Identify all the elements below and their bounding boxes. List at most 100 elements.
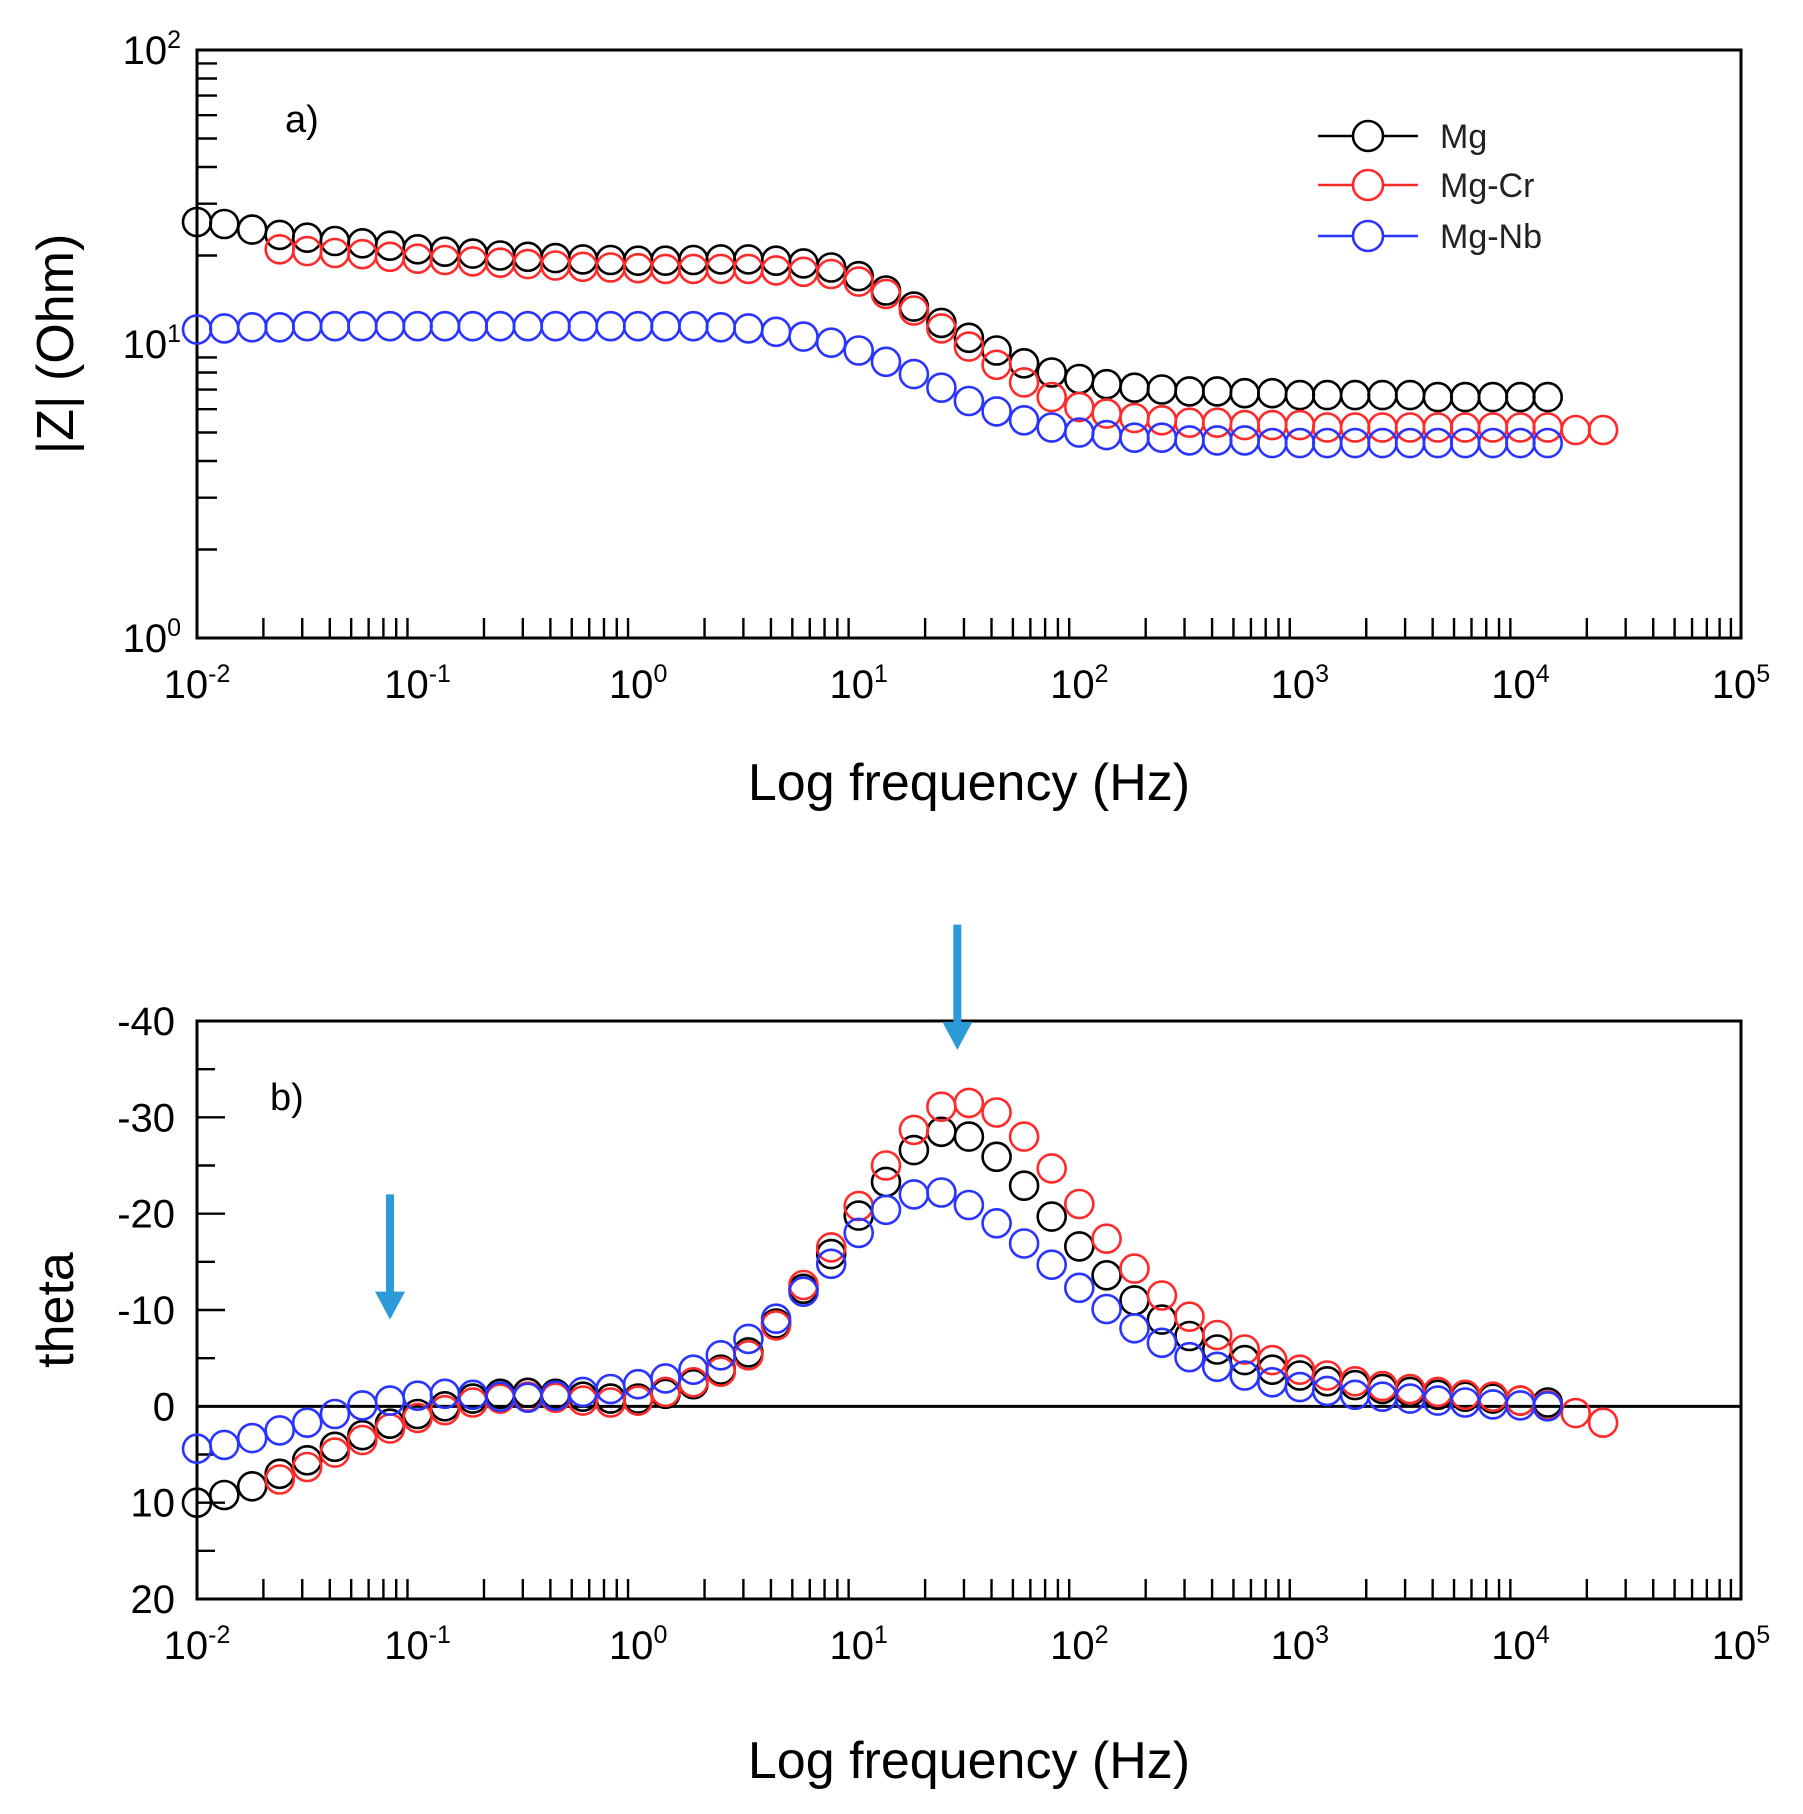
panel-b-point-mg — [264, 1458, 296, 1490]
panel-b-point-mg-cr — [788, 1269, 819, 1301]
panel-b-point-mg-nb — [1174, 1341, 1205, 1373]
panel-b-point-mg — [870, 1166, 902, 1198]
panel-a-point-mg — [457, 238, 489, 269]
panel-b-point-mg-nb — [264, 1415, 296, 1446]
panel-b-point-mg-nb — [319, 1398, 351, 1430]
panel-b-point-mg-cr — [1229, 1334, 1260, 1365]
panel-a-point-mg-nb — [264, 311, 296, 343]
panel-a-point-mg-nb — [402, 310, 433, 342]
panel-b-point-mg — [953, 1121, 985, 1152]
panel-a-point-mg — [1477, 381, 1509, 413]
panel-b-point-mg-cr — [1064, 1188, 1095, 1220]
panel-a-x-tick-label: 101 — [830, 660, 888, 707]
panel-a-point-mg — [484, 240, 516, 271]
panel-a-point-mg — [1064, 363, 1095, 395]
panel-a-point-mg-cr — [1587, 414, 1619, 446]
panel-a-point-mg-nb — [540, 310, 571, 342]
panel-a-point-mg-nb — [457, 310, 489, 342]
panel-a-point-mg-cr — [1560, 414, 1591, 446]
panel-a-point-mg-nb — [788, 321, 819, 352]
panel-a-point-mg-cr — [1174, 407, 1205, 439]
panel-a-point-mg — [1146, 374, 1178, 405]
panel-b-bode-phase: 10-2 10-1 100 101 102 103 104 105 -40 -30 -20 -10 0… — [27, 924, 1770, 1790]
panel-a-y-tick-label: 101 — [123, 320, 181, 367]
panel-a-point-mg-nb — [953, 385, 985, 417]
panel-a-point-mg-cr — [1505, 412, 1536, 443]
panel-a-point-mg-nb — [650, 310, 681, 342]
panel-b-point-mg-cr — [291, 1451, 323, 1483]
panel-a-point-mg-cr — [595, 252, 626, 283]
panel-b-point-mg-nb — [1201, 1351, 1233, 1383]
annotation-arrow-head — [942, 1021, 973, 1050]
panel-b-x-tick-label: 10-2 — [164, 1621, 231, 1668]
panel-a-point-mg-nb — [567, 310, 599, 342]
panel-b-y-tick-label: 10 — [131, 1482, 176, 1526]
panel-b-point-mg — [815, 1238, 847, 1270]
panel-b-point-mg-nb — [926, 1177, 957, 1208]
panel-b-point-mg — [209, 1479, 240, 1511]
panel-a-point-mg-cr — [1146, 404, 1178, 436]
panel-a-point-mg-nb — [291, 310, 323, 342]
panel-a-point-mg-nb — [1505, 427, 1536, 459]
panel-a-point-mg — [567, 244, 599, 275]
panel-b-x-ticks — [262, 1579, 1733, 1599]
panel-b-point-mg-nb — [1119, 1313, 1150, 1344]
panel-b-point-mg-cr — [1119, 1253, 1150, 1284]
panel-b-point-mg-cr — [1257, 1344, 1288, 1376]
panel-a-point-mg — [1394, 379, 1426, 411]
panel-a-plot-frame — [195, 48, 1743, 640]
legend-marker-mg-cr — [1351, 168, 1385, 202]
panel-b-point-mg-nb — [788, 1276, 819, 1307]
panel-a-point-mg-cr — [953, 331, 985, 362]
panel-b-point-mg-nb — [898, 1179, 930, 1210]
panel-b-x-tick-label: 101 — [830, 1621, 888, 1668]
panel-a-x-ticks — [262, 618, 1733, 638]
panel-a-point-mg-nb — [1311, 427, 1343, 459]
panel-b-point-mg-cr — [1449, 1379, 1481, 1411]
panel-b-y-tick-labels: -40 -30 -20 -10 0 10 20 — [117, 1000, 175, 1622]
panel-b-point-mg-nb — [733, 1323, 764, 1355]
legend-marker-mg — [1351, 119, 1385, 153]
panel-a-y-tick-labels: 100 101 102 — [123, 26, 181, 661]
panel-a-x-tick-label: 100 — [609, 660, 667, 707]
panel-a-y-tick-label: 102 — [123, 26, 181, 73]
panel-a-point-mg-nb — [347, 310, 378, 342]
panel-b-point-mg-nb — [815, 1248, 847, 1280]
panel-a-point-mg-nb — [1532, 427, 1563, 459]
panel-a-point-mg-cr — [567, 251, 599, 283]
panel-b-y-tick-label: -10 — [117, 1289, 175, 1333]
panel-b-point-mg — [981, 1141, 1012, 1173]
panel-a-point-mg-nb — [484, 310, 516, 342]
panel-a-point-mg-nb — [512, 310, 544, 342]
panel-a-y-ticks — [197, 62, 217, 551]
panel-a-point-mg — [1091, 368, 1122, 400]
panel-a-point-mg-nb — [815, 327, 847, 359]
panel-a-point-mg-cr — [1008, 367, 1040, 398]
panel-a-point-mg-nb — [1036, 412, 1067, 443]
panel-a-point-mg-nb — [1091, 419, 1122, 451]
panel-b-point-mg-cr — [1091, 1223, 1122, 1254]
panel-b-point-mg-nb — [1257, 1367, 1288, 1398]
panel-a-point-mg — [236, 214, 268, 245]
panel-a-point-mg-nb — [733, 313, 764, 344]
panel-a-point-mg-nb — [236, 311, 268, 343]
panel-b-point-mg — [319, 1431, 351, 1463]
panel-a-point-mg-nb — [981, 396, 1012, 427]
panel-a-point-mg-cr — [319, 237, 351, 269]
panel-a-point-mg-nb — [374, 310, 406, 342]
panel-a-point-mg-nb — [1422, 427, 1454, 459]
panel-b-x-tick-label: 104 — [1491, 1621, 1550, 1668]
panel-a-point-mg-cr — [457, 246, 489, 277]
legend-label-mg-cr: Mg-Cr — [1440, 167, 1534, 205]
panel-b-point-mg-nb — [291, 1407, 323, 1438]
panel-a-point-mg-cr — [1422, 412, 1454, 443]
panel-b-point-mg-nb — [236, 1422, 268, 1454]
panel-b-point-mg-cr — [1146, 1280, 1178, 1311]
panel-a-point-mg-nb — [1477, 427, 1509, 459]
panel-b-y-tick-label: -30 — [117, 1096, 175, 1140]
panel-a-point-mg — [540, 242, 571, 274]
panel-a-point-mg — [1339, 379, 1371, 411]
panel-b-point-mg — [1036, 1201, 1067, 1232]
panel-b-data-points — [181, 1087, 1619, 1518]
panel-a-point-mg — [1311, 379, 1343, 411]
